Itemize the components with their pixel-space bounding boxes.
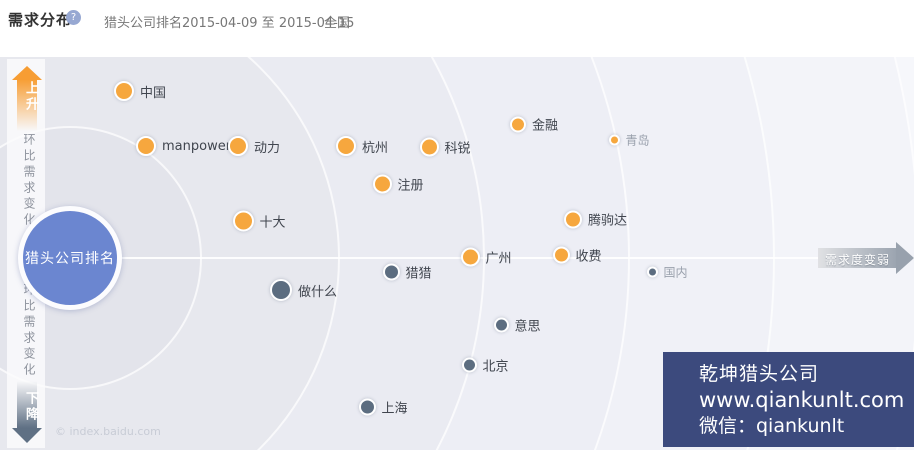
point-label: 广州 bbox=[485, 251, 512, 267]
falling-dot-icon bbox=[493, 317, 509, 333]
point-label: 意思 bbox=[514, 319, 541, 335]
data-point-猎猎[interactable]: 猎猎 bbox=[382, 263, 432, 282]
data-point-国内[interactable]: 国内 bbox=[646, 264, 688, 281]
data-point-腾驹达[interactable]: 腾驹达 bbox=[564, 210, 627, 229]
panel-header: 需求分布 ? 猎头公司排名 2015-04-09 至 2015-04-15 全国 bbox=[0, 0, 914, 57]
falling-dot-icon bbox=[646, 266, 658, 278]
promo-wechat: 微信：qiankunlt bbox=[699, 415, 845, 437]
y-axis-label-lower: 环比需求变化 bbox=[22, 283, 36, 379]
point-label: manpower bbox=[162, 138, 232, 154]
demand-distribution-chart: 上升 环比需求变化 环比需求变化 下降 需求度变弱 猎头公司排名 中国 manpo… bbox=[0, 57, 914, 450]
data-point-收费[interactable]: 收费 bbox=[552, 246, 602, 265]
x-axis-arrow-label: 需求度变弱 bbox=[825, 253, 891, 267]
rising-dot-icon bbox=[114, 81, 134, 101]
falling-dot-icon bbox=[461, 357, 477, 373]
point-label: 猎猎 bbox=[405, 266, 432, 282]
rising-dot-icon bbox=[136, 136, 156, 156]
right-arrow-body bbox=[818, 248, 898, 268]
data-point-manpower[interactable]: manpower bbox=[136, 136, 231, 156]
point-label: 注册 bbox=[397, 178, 424, 194]
point-label: 北京 bbox=[482, 359, 509, 375]
point-label: 中国 bbox=[140, 85, 167, 101]
rising-dot-icon bbox=[564, 210, 582, 228]
rising-dot-icon bbox=[460, 247, 480, 267]
rising-dot-icon bbox=[232, 210, 254, 232]
point-label: 金融 bbox=[532, 118, 559, 134]
down-arrow-body bbox=[17, 381, 37, 428]
up-arrow-icon bbox=[12, 66, 42, 80]
page-title: 需求分布 bbox=[8, 11, 73, 29]
point-label: 上海 bbox=[381, 401, 408, 417]
down-arrow-icon bbox=[12, 428, 42, 443]
data-point-注册[interactable]: 注册 bbox=[372, 174, 424, 194]
x-axis-line bbox=[70, 257, 914, 259]
data-point-广州[interactable]: 广州 bbox=[460, 247, 512, 267]
watermark: © index.baidu.com bbox=[55, 425, 161, 438]
promo-company-name: 乾坤猎头公司 bbox=[699, 363, 820, 385]
point-label: 国内 bbox=[663, 265, 688, 280]
center-keyword-label: 猎头公司排名 bbox=[25, 251, 115, 267]
data-point-中国[interactable]: 中国 bbox=[114, 81, 166, 101]
y-axis-label-upper: 环比需求变化 bbox=[22, 133, 36, 229]
falling-dot-icon bbox=[382, 263, 400, 281]
data-point-青岛[interactable]: 青岛 bbox=[608, 132, 650, 149]
promo-website: www.qiankunlt.com bbox=[699, 388, 905, 412]
data-point-科锐[interactable]: 科锐 bbox=[419, 137, 471, 157]
point-label: 收费 bbox=[575, 249, 602, 265]
center-keyword-bubble[interactable]: 猎头公司排名 bbox=[18, 206, 122, 310]
rising-dot-icon bbox=[510, 116, 526, 132]
point-label: 腾驹达 bbox=[588, 213, 628, 229]
rise-label: 上升 bbox=[23, 81, 38, 113]
date-range-label: 2015-04-09 至 2015-04-15 bbox=[182, 16, 355, 31]
point-label: 动力 bbox=[254, 140, 281, 156]
point-label: 十大 bbox=[259, 215, 286, 231]
data-point-北京[interactable]: 北京 bbox=[461, 356, 509, 375]
right-arrow-icon bbox=[896, 242, 914, 274]
data-point-金融[interactable]: 金融 bbox=[510, 115, 558, 134]
data-point-动力[interactable]: 动力 bbox=[228, 136, 280, 156]
falling-dot-icon bbox=[358, 398, 376, 416]
data-point-做什么[interactable]: 做什么 bbox=[270, 279, 337, 301]
point-label: 青岛 bbox=[625, 133, 650, 148]
rising-dot-icon bbox=[419, 137, 439, 157]
region-label: 全国 bbox=[324, 16, 351, 31]
keyword-tab[interactable]: 猎头公司排名 bbox=[104, 16, 183, 31]
up-arrow-body bbox=[17, 79, 37, 131]
help-icon[interactable]: ? bbox=[66, 10, 81, 25]
data-point-上海[interactable]: 上海 bbox=[358, 398, 408, 417]
data-point-意思[interactable]: 意思 bbox=[493, 316, 541, 335]
rising-dot-icon bbox=[608, 134, 620, 146]
data-point-十大[interactable]: 十大 bbox=[232, 210, 286, 232]
promo-overlay: 乾坤猎头公司 www.qiankunlt.com 微信：qiankunlt bbox=[663, 352, 914, 447]
fall-label: 下降 bbox=[23, 391, 38, 423]
data-point-杭州[interactable]: 杭州 bbox=[336, 136, 388, 156]
point-label: 杭州 bbox=[362, 140, 389, 156]
rising-dot-icon bbox=[552, 246, 570, 264]
rising-dot-icon bbox=[372, 174, 392, 194]
falling-dot-icon bbox=[270, 279, 292, 301]
point-label: 做什么 bbox=[298, 284, 338, 300]
rising-dot-icon bbox=[336, 136, 356, 156]
point-label: 科锐 bbox=[444, 141, 471, 157]
rising-dot-icon bbox=[228, 136, 248, 156]
